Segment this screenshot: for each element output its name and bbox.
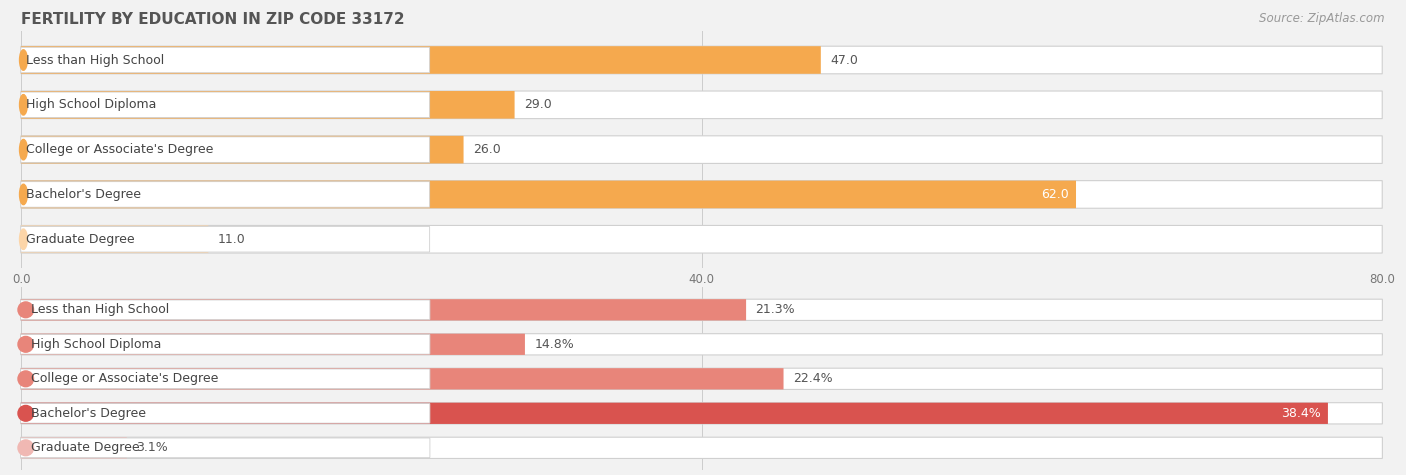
Circle shape bbox=[18, 371, 34, 387]
Text: 47.0: 47.0 bbox=[830, 54, 858, 67]
FancyBboxPatch shape bbox=[21, 181, 430, 207]
FancyBboxPatch shape bbox=[21, 438, 430, 457]
FancyBboxPatch shape bbox=[21, 226, 1382, 253]
FancyBboxPatch shape bbox=[21, 136, 1382, 163]
FancyBboxPatch shape bbox=[21, 136, 464, 163]
Text: College or Associate's Degree: College or Associate's Degree bbox=[31, 372, 218, 385]
FancyBboxPatch shape bbox=[21, 137, 430, 162]
FancyBboxPatch shape bbox=[21, 403, 430, 423]
Circle shape bbox=[20, 95, 27, 115]
FancyBboxPatch shape bbox=[21, 333, 1382, 355]
Circle shape bbox=[20, 50, 27, 70]
FancyBboxPatch shape bbox=[21, 368, 1382, 389]
FancyBboxPatch shape bbox=[21, 91, 515, 119]
FancyBboxPatch shape bbox=[21, 299, 1382, 321]
FancyBboxPatch shape bbox=[21, 369, 430, 389]
FancyBboxPatch shape bbox=[21, 403, 1327, 424]
Text: 38.4%: 38.4% bbox=[1281, 407, 1320, 420]
Text: Less than High School: Less than High School bbox=[31, 304, 170, 316]
FancyBboxPatch shape bbox=[21, 92, 430, 118]
Text: 62.0: 62.0 bbox=[1042, 188, 1069, 201]
Text: Bachelor's Degree: Bachelor's Degree bbox=[31, 407, 146, 420]
FancyBboxPatch shape bbox=[21, 180, 1076, 208]
Circle shape bbox=[20, 139, 27, 160]
Text: 14.8%: 14.8% bbox=[534, 338, 574, 351]
Circle shape bbox=[18, 440, 34, 456]
Text: Graduate Degree: Graduate Degree bbox=[31, 441, 139, 454]
FancyBboxPatch shape bbox=[21, 368, 783, 389]
Circle shape bbox=[20, 229, 27, 249]
Text: 3.1%: 3.1% bbox=[136, 441, 167, 454]
FancyBboxPatch shape bbox=[21, 300, 430, 320]
Circle shape bbox=[18, 406, 34, 421]
FancyBboxPatch shape bbox=[21, 180, 1382, 208]
Circle shape bbox=[18, 302, 34, 318]
Text: High School Diploma: High School Diploma bbox=[31, 338, 162, 351]
FancyBboxPatch shape bbox=[21, 47, 430, 73]
FancyBboxPatch shape bbox=[21, 334, 430, 354]
Text: Source: ZipAtlas.com: Source: ZipAtlas.com bbox=[1260, 12, 1385, 25]
Text: FERTILITY BY EDUCATION IN ZIP CODE 33172: FERTILITY BY EDUCATION IN ZIP CODE 33172 bbox=[21, 12, 405, 27]
Text: High School Diploma: High School Diploma bbox=[27, 98, 156, 111]
Text: 29.0: 29.0 bbox=[524, 98, 551, 111]
FancyBboxPatch shape bbox=[21, 46, 821, 74]
FancyBboxPatch shape bbox=[21, 46, 1382, 74]
Text: 22.4%: 22.4% bbox=[793, 372, 832, 385]
Text: 11.0: 11.0 bbox=[218, 233, 246, 246]
FancyBboxPatch shape bbox=[21, 437, 127, 458]
Text: Bachelor's Degree: Bachelor's Degree bbox=[27, 188, 141, 201]
FancyBboxPatch shape bbox=[21, 299, 747, 321]
Text: Graduate Degree: Graduate Degree bbox=[27, 233, 135, 246]
FancyBboxPatch shape bbox=[21, 403, 1382, 424]
FancyBboxPatch shape bbox=[21, 227, 430, 252]
Text: College or Associate's Degree: College or Associate's Degree bbox=[27, 143, 214, 156]
FancyBboxPatch shape bbox=[21, 91, 1382, 119]
FancyBboxPatch shape bbox=[21, 226, 208, 253]
Text: Less than High School: Less than High School bbox=[27, 54, 165, 67]
Circle shape bbox=[20, 184, 27, 205]
Text: 21.3%: 21.3% bbox=[755, 304, 794, 316]
FancyBboxPatch shape bbox=[21, 333, 524, 355]
Text: 26.0: 26.0 bbox=[472, 143, 501, 156]
FancyBboxPatch shape bbox=[21, 437, 1382, 458]
Circle shape bbox=[18, 336, 34, 352]
